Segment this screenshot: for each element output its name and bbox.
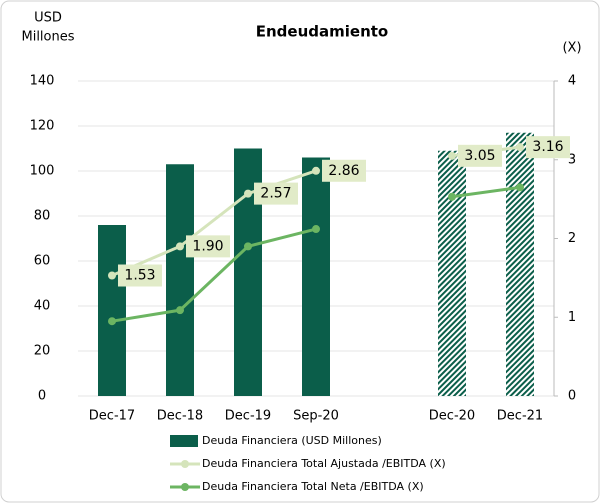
y-tick-label: 60 xyxy=(34,254,51,269)
y-tick-label: 120 xyxy=(30,119,55,134)
bar xyxy=(98,225,126,396)
y2-tick-label: 3 xyxy=(568,152,576,167)
line-point xyxy=(312,166,320,175)
x-tick-label: Dec-18 xyxy=(157,409,203,424)
legend-label: Deuda Financiera Total Ajustada /EBITDA … xyxy=(202,457,446,470)
legend-swatch xyxy=(181,460,189,468)
x-tick-label: Dec-19 xyxy=(225,409,271,424)
y2-tick-label: 0 xyxy=(568,389,576,404)
x-tick-label: Dec-21 xyxy=(497,409,543,424)
y2-axis-label: (X) xyxy=(562,41,581,56)
line-point xyxy=(244,242,252,251)
legend-swatch xyxy=(170,435,198,447)
line-point xyxy=(176,306,184,315)
line-point xyxy=(516,183,524,192)
line-point xyxy=(448,192,456,201)
legend-label: Deuda Financiera Total Neta /EBITDA (X) xyxy=(202,480,424,493)
x-tick-label: Sep-20 xyxy=(293,409,339,424)
data-label: 3.16 xyxy=(532,139,563,155)
y-tick-label: 100 xyxy=(30,164,55,179)
data-label-box xyxy=(118,264,162,287)
line-point xyxy=(312,225,320,234)
legend-swatch xyxy=(181,483,189,491)
y-tick-label: 80 xyxy=(34,209,51,224)
y-tick-label: 20 xyxy=(34,344,51,359)
line-point xyxy=(244,189,252,198)
data-label: 1.90 xyxy=(192,238,223,254)
bar xyxy=(438,150,466,396)
y-tick-label: 140 xyxy=(30,74,55,89)
data-label-box xyxy=(458,144,502,167)
line-point xyxy=(516,143,524,152)
data-label: 1.53 xyxy=(124,268,155,284)
legend-label: Deuda Financiera (USD Millones) xyxy=(202,434,382,447)
data-label-box xyxy=(254,182,298,205)
y-tick-label: 40 xyxy=(34,299,51,314)
line xyxy=(111,185,521,323)
y2-tick-label: 4 xyxy=(568,74,576,89)
line-point xyxy=(108,317,116,326)
x-tick-label: Dec-17 xyxy=(89,409,135,424)
y-axis-label: Millones xyxy=(21,30,74,45)
data-label: 2.57 xyxy=(260,186,291,202)
data-label: 2.86 xyxy=(328,163,359,179)
bar xyxy=(506,132,534,396)
data-label-box xyxy=(526,136,570,159)
line-point xyxy=(448,151,456,160)
bar xyxy=(166,164,194,396)
data-label-box xyxy=(322,159,366,182)
line-point xyxy=(176,242,184,251)
y2-tick-label: 2 xyxy=(568,231,576,246)
bar xyxy=(302,157,330,396)
y-tick-label: 0 xyxy=(38,389,46,404)
y2-tick-label: 1 xyxy=(568,310,576,325)
data-label: 3.05 xyxy=(464,148,495,164)
line-point xyxy=(108,271,116,280)
x-tick-label: Dec-20 xyxy=(429,409,475,424)
chart-title: Endeudamiento xyxy=(256,23,388,41)
data-label-box xyxy=(186,235,230,258)
y-axis-label: USD xyxy=(34,11,62,26)
